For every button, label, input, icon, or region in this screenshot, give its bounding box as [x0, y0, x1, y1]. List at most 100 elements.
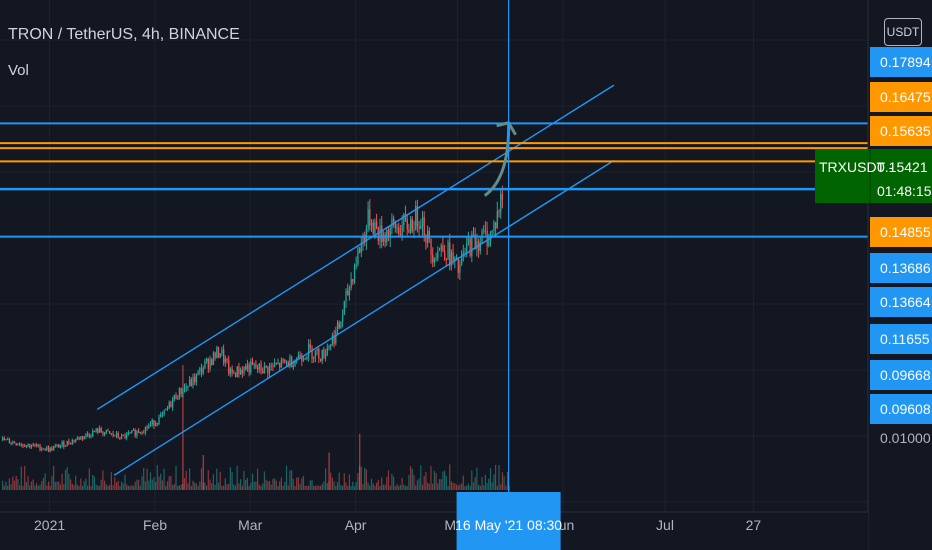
volume-bar — [80, 478, 82, 490]
volume-bar — [212, 474, 214, 490]
volume-bar — [170, 475, 172, 490]
candle-body — [182, 392, 184, 395]
candle-body — [158, 416, 160, 424]
candle-body — [30, 446, 33, 448]
volume-bar — [119, 485, 121, 490]
volume-bar — [464, 485, 466, 490]
candle-body — [464, 252, 466, 254]
candle-body — [10, 442, 12, 444]
volume-bar — [355, 481, 357, 490]
volume-bar — [73, 484, 75, 490]
volume-bar — [189, 468, 191, 490]
candle-body — [228, 360, 230, 374]
candle-body — [166, 407, 169, 410]
candle-body — [304, 358, 306, 360]
volume-bar — [183, 478, 186, 490]
candle-body — [287, 361, 289, 367]
volume-bar — [260, 485, 262, 490]
volume-bar — [338, 472, 340, 490]
volume-bar — [233, 484, 235, 490]
candle-body — [411, 219, 413, 231]
candle-body — [452, 252, 454, 261]
candle-body — [168, 402, 170, 408]
volume-bar — [488, 478, 490, 490]
volume-bar — [501, 472, 503, 490]
volume-bar — [301, 478, 303, 490]
candle-body — [216, 347, 218, 358]
candle-body — [369, 209, 371, 226]
volume-bar — [496, 485, 498, 490]
candle-body — [241, 369, 243, 374]
volume-bar — [313, 485, 315, 490]
candle-body — [7, 439, 9, 441]
candle-body — [97, 428, 99, 433]
candle-body — [335, 330, 337, 344]
price-badge-label: 0.15635 — [880, 123, 931, 139]
volume-bar — [418, 478, 420, 490]
candle-body — [472, 234, 475, 236]
volume-bar — [345, 482, 347, 490]
volume-bar — [19, 485, 21, 490]
volume-bar — [447, 485, 449, 490]
volume-bar — [420, 465, 422, 490]
candle-body — [372, 222, 374, 234]
volume-bar — [56, 481, 58, 490]
volume-bar — [87, 485, 89, 490]
volume-bar — [78, 485, 80, 490]
volume-bar — [81, 485, 84, 490]
volume-bar — [195, 483, 197, 490]
candle-body — [5, 439, 7, 441]
candle-body — [330, 344, 332, 347]
candle-body — [223, 349, 225, 363]
candle-body — [394, 221, 396, 229]
candle-body — [214, 352, 216, 358]
candle-body — [251, 361, 254, 366]
volume-bar — [223, 485, 225, 490]
volume-bar — [263, 471, 265, 490]
candle-body — [438, 249, 441, 251]
volume-bar — [408, 475, 410, 490]
candle-body — [197, 370, 199, 374]
volume-bar — [427, 482, 429, 490]
volume-bar — [7, 485, 9, 490]
volume-bar — [353, 485, 356, 490]
volume-bar — [393, 476, 395, 490]
volume-bar — [224, 478, 226, 490]
volume-bar — [461, 483, 463, 490]
volume-bar — [209, 479, 211, 490]
bar-countdown: 01:48:15 — [877, 183, 932, 199]
volume-bar — [59, 484, 61, 490]
candle-body — [347, 290, 349, 296]
volume-bar — [20, 466, 22, 490]
volume-bar — [498, 464, 500, 490]
candle-body — [301, 357, 303, 361]
candle-body — [284, 359, 286, 363]
candle-body — [491, 230, 493, 232]
volume-bar — [161, 480, 163, 490]
candle-body — [149, 424, 152, 426]
volume-bar — [401, 477, 403, 490]
candle-body — [148, 425, 150, 429]
candle-body — [376, 221, 378, 228]
candle-body — [177, 398, 179, 400]
candle-body — [195, 373, 198, 383]
candle-body — [501, 194, 504, 200]
volume-bar — [151, 479, 153, 490]
candle-body — [234, 373, 237, 377]
currency-button[interactable]: USDT — [884, 18, 922, 46]
volume-bar — [236, 465, 238, 490]
volume-bar — [444, 470, 446, 490]
candle-body — [342, 314, 344, 322]
crosshair-date-badge — [456, 492, 561, 550]
volume-bar — [160, 473, 162, 490]
volume-bar — [472, 482, 475, 490]
candle-body — [406, 219, 408, 230]
volume-bar — [44, 473, 46, 490]
volume-bar — [39, 484, 41, 490]
candle-body — [39, 444, 41, 451]
candle-body — [313, 356, 315, 359]
candle-body — [160, 414, 162, 417]
candles — [2, 185, 504, 453]
